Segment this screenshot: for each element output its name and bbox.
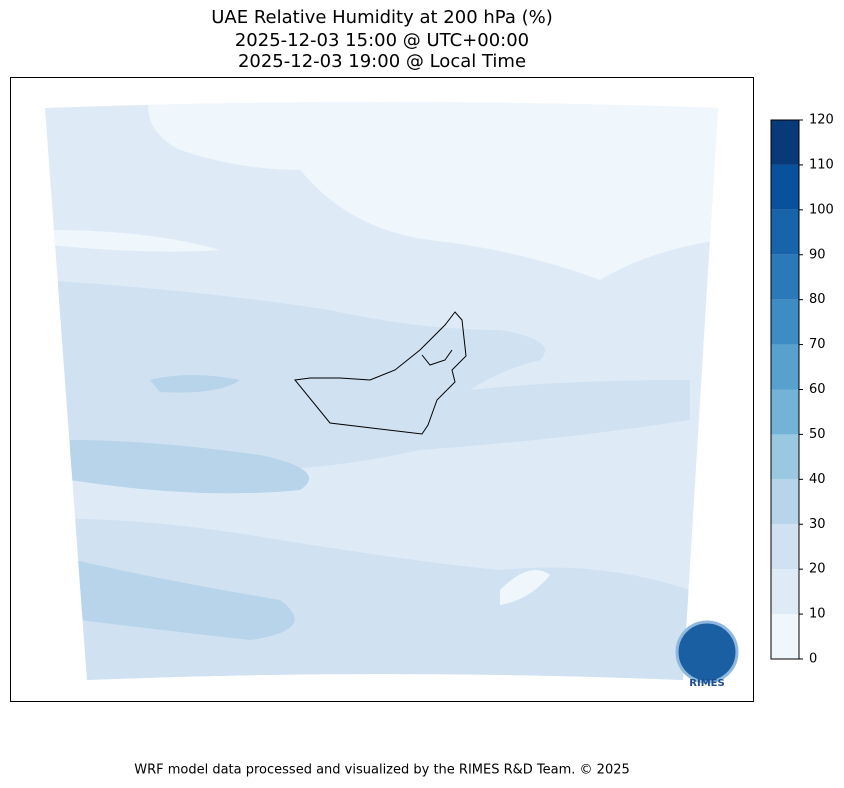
humid-patch bbox=[70, 440, 309, 494]
colorbar-tick-label: 120 bbox=[809, 113, 834, 128]
dry-region bbox=[50, 230, 220, 252]
colorbar-segment bbox=[771, 254, 799, 300]
logo-text: RIMES bbox=[689, 678, 724, 689]
humid-patch bbox=[75, 560, 295, 640]
humid-patch bbox=[150, 375, 240, 393]
colorbar-segment bbox=[771, 344, 799, 390]
title-line: 2025-12-03 19:00 @ Local Time bbox=[238, 51, 526, 72]
map-frame bbox=[10, 77, 754, 702]
title-line: UAE Relative Humidity at 200 hPa (%) bbox=[211, 7, 552, 28]
colorbar-tick-label: 0 bbox=[809, 652, 817, 667]
colorbar-segment bbox=[771, 524, 799, 570]
title-line: 2025-12-03 15:00 @ UTC+00:00 bbox=[235, 30, 529, 51]
colorbar-tick-label: 20 bbox=[809, 562, 826, 577]
colorbar-tick-label: 30 bbox=[809, 517, 826, 532]
map: RIMES bbox=[10, 77, 754, 702]
colorbar: 0 10 20 30 40 50 60 70 80 90 100 110 120 bbox=[770, 113, 834, 667]
moist-band bbox=[45, 280, 690, 475]
logo: RIMES bbox=[675, 620, 739, 689]
colorbar-tick-label: 10 bbox=[809, 607, 826, 622]
colorbar-segment bbox=[771, 569, 799, 615]
colorbar-tick-label: 50 bbox=[809, 427, 826, 442]
colorbar-segment bbox=[771, 614, 799, 659]
colorbar-tick-label: 80 bbox=[809, 292, 826, 307]
colorbar-tick-label: 70 bbox=[809, 337, 826, 352]
colorbar-segment bbox=[771, 479, 799, 525]
dry-region bbox=[500, 570, 550, 605]
colorbar-tick-label: 90 bbox=[809, 247, 826, 262]
colorbar-tick-label: 100 bbox=[809, 202, 834, 217]
colorbar-segment bbox=[771, 120, 799, 165]
colorbar-tick-label: 110 bbox=[809, 157, 834, 172]
colorbar-segment bbox=[771, 209, 799, 255]
border-line bbox=[421, 349, 453, 366]
colorbar-segment bbox=[771, 164, 799, 210]
colorbar-segment bbox=[771, 389, 799, 435]
colorbar-tick-label: 60 bbox=[809, 382, 826, 397]
logo-circle bbox=[675, 620, 739, 684]
uae-outline bbox=[294, 311, 467, 435]
colorbar-segment bbox=[771, 434, 799, 480]
colorbar-tick-label: 40 bbox=[809, 472, 826, 487]
dry-region bbox=[148, 102, 718, 280]
moist-band bbox=[45, 519, 690, 680]
colorbar-segment bbox=[771, 299, 799, 345]
footer: WRF model data processed and visualized … bbox=[134, 763, 630, 778]
